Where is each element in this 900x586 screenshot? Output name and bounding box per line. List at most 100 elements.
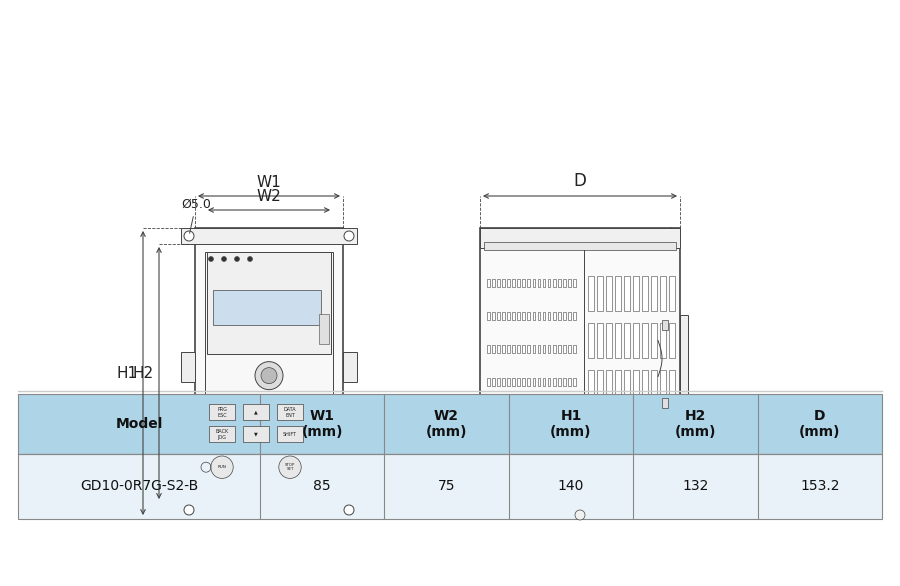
Bar (487, 279, 490, 287)
Bar (553, 444, 555, 452)
Bar (492, 444, 495, 452)
Bar (527, 312, 530, 320)
Bar (660, 417, 666, 453)
Bar (562, 312, 565, 320)
Bar (518, 312, 520, 320)
Bar (487, 345, 490, 353)
Bar (181, 352, 195, 382)
Bar (522, 411, 526, 419)
Text: SHIFT: SHIFT (283, 432, 297, 437)
Bar (533, 444, 536, 452)
Bar (502, 477, 505, 485)
Bar (492, 411, 495, 419)
Bar (508, 477, 510, 485)
Bar (533, 279, 536, 287)
Bar (624, 370, 630, 406)
Bar (518, 279, 520, 287)
Bar (508, 378, 510, 386)
Bar (181, 228, 357, 244)
Bar (492, 378, 495, 386)
Bar (660, 276, 666, 311)
Text: BACK
JOG: BACK JOG (215, 429, 229, 440)
Bar (548, 312, 551, 320)
Bar (508, 444, 510, 452)
Text: D
(mm): D (mm) (799, 409, 841, 439)
Bar (537, 477, 540, 485)
Text: GD10-0R7G-S2-B: GD10-0R7G-S2-B (80, 479, 198, 493)
Bar (568, 312, 571, 320)
Bar (502, 444, 505, 452)
Bar (522, 345, 526, 353)
Text: H2
(mm): H2 (mm) (675, 409, 716, 439)
Bar (508, 411, 510, 419)
Bar (277, 404, 303, 420)
Bar (492, 312, 495, 320)
Bar (492, 477, 495, 485)
Bar (669, 417, 675, 453)
Bar (527, 345, 530, 353)
Bar (624, 276, 630, 311)
Bar (209, 426, 235, 442)
Bar (533, 312, 536, 320)
Bar (527, 477, 530, 485)
Bar (502, 411, 505, 419)
Text: DATA
ENT: DATA ENT (284, 407, 296, 418)
Bar (558, 444, 561, 452)
Bar (243, 404, 269, 420)
Bar (562, 279, 565, 287)
Bar (484, 242, 676, 250)
Bar (522, 378, 526, 386)
Circle shape (344, 231, 354, 241)
Text: ▼: ▼ (254, 432, 258, 437)
Bar (568, 477, 571, 485)
Bar (487, 477, 490, 485)
Bar (573, 411, 576, 419)
Bar (537, 411, 540, 419)
Bar (568, 411, 571, 419)
Bar (662, 398, 668, 408)
Bar (588, 417, 594, 453)
Bar (597, 370, 603, 406)
Bar (508, 279, 510, 287)
Bar (548, 444, 551, 452)
Bar (597, 417, 603, 453)
Bar (207, 252, 331, 353)
Bar (568, 279, 571, 287)
Bar (669, 370, 675, 406)
Bar (633, 417, 639, 453)
Circle shape (255, 362, 283, 390)
Bar (502, 279, 505, 287)
Bar (18, 394, 882, 454)
Bar (543, 345, 545, 353)
Bar (553, 411, 555, 419)
Bar (548, 411, 551, 419)
Bar (562, 345, 565, 353)
Text: D: D (573, 172, 587, 190)
Circle shape (248, 257, 253, 261)
Bar (512, 411, 515, 419)
Bar (533, 411, 536, 419)
Bar (633, 323, 639, 359)
Bar (527, 411, 530, 419)
Bar (642, 370, 648, 406)
Bar (651, 465, 657, 500)
Bar (548, 345, 551, 353)
Circle shape (221, 257, 227, 261)
Bar (533, 345, 536, 353)
Bar (487, 312, 490, 320)
Bar (558, 477, 561, 485)
Bar (553, 312, 555, 320)
Text: STOP
SET: STOP SET (284, 463, 295, 472)
Bar (512, 444, 515, 452)
Bar (597, 276, 603, 311)
Bar (615, 323, 621, 359)
Bar (497, 378, 500, 386)
Bar (597, 465, 603, 500)
Bar (518, 477, 520, 485)
Bar (548, 378, 551, 386)
Bar (642, 417, 648, 453)
Bar (562, 411, 565, 419)
Bar (502, 345, 505, 353)
Text: 140: 140 (558, 479, 584, 493)
Bar (512, 312, 515, 320)
